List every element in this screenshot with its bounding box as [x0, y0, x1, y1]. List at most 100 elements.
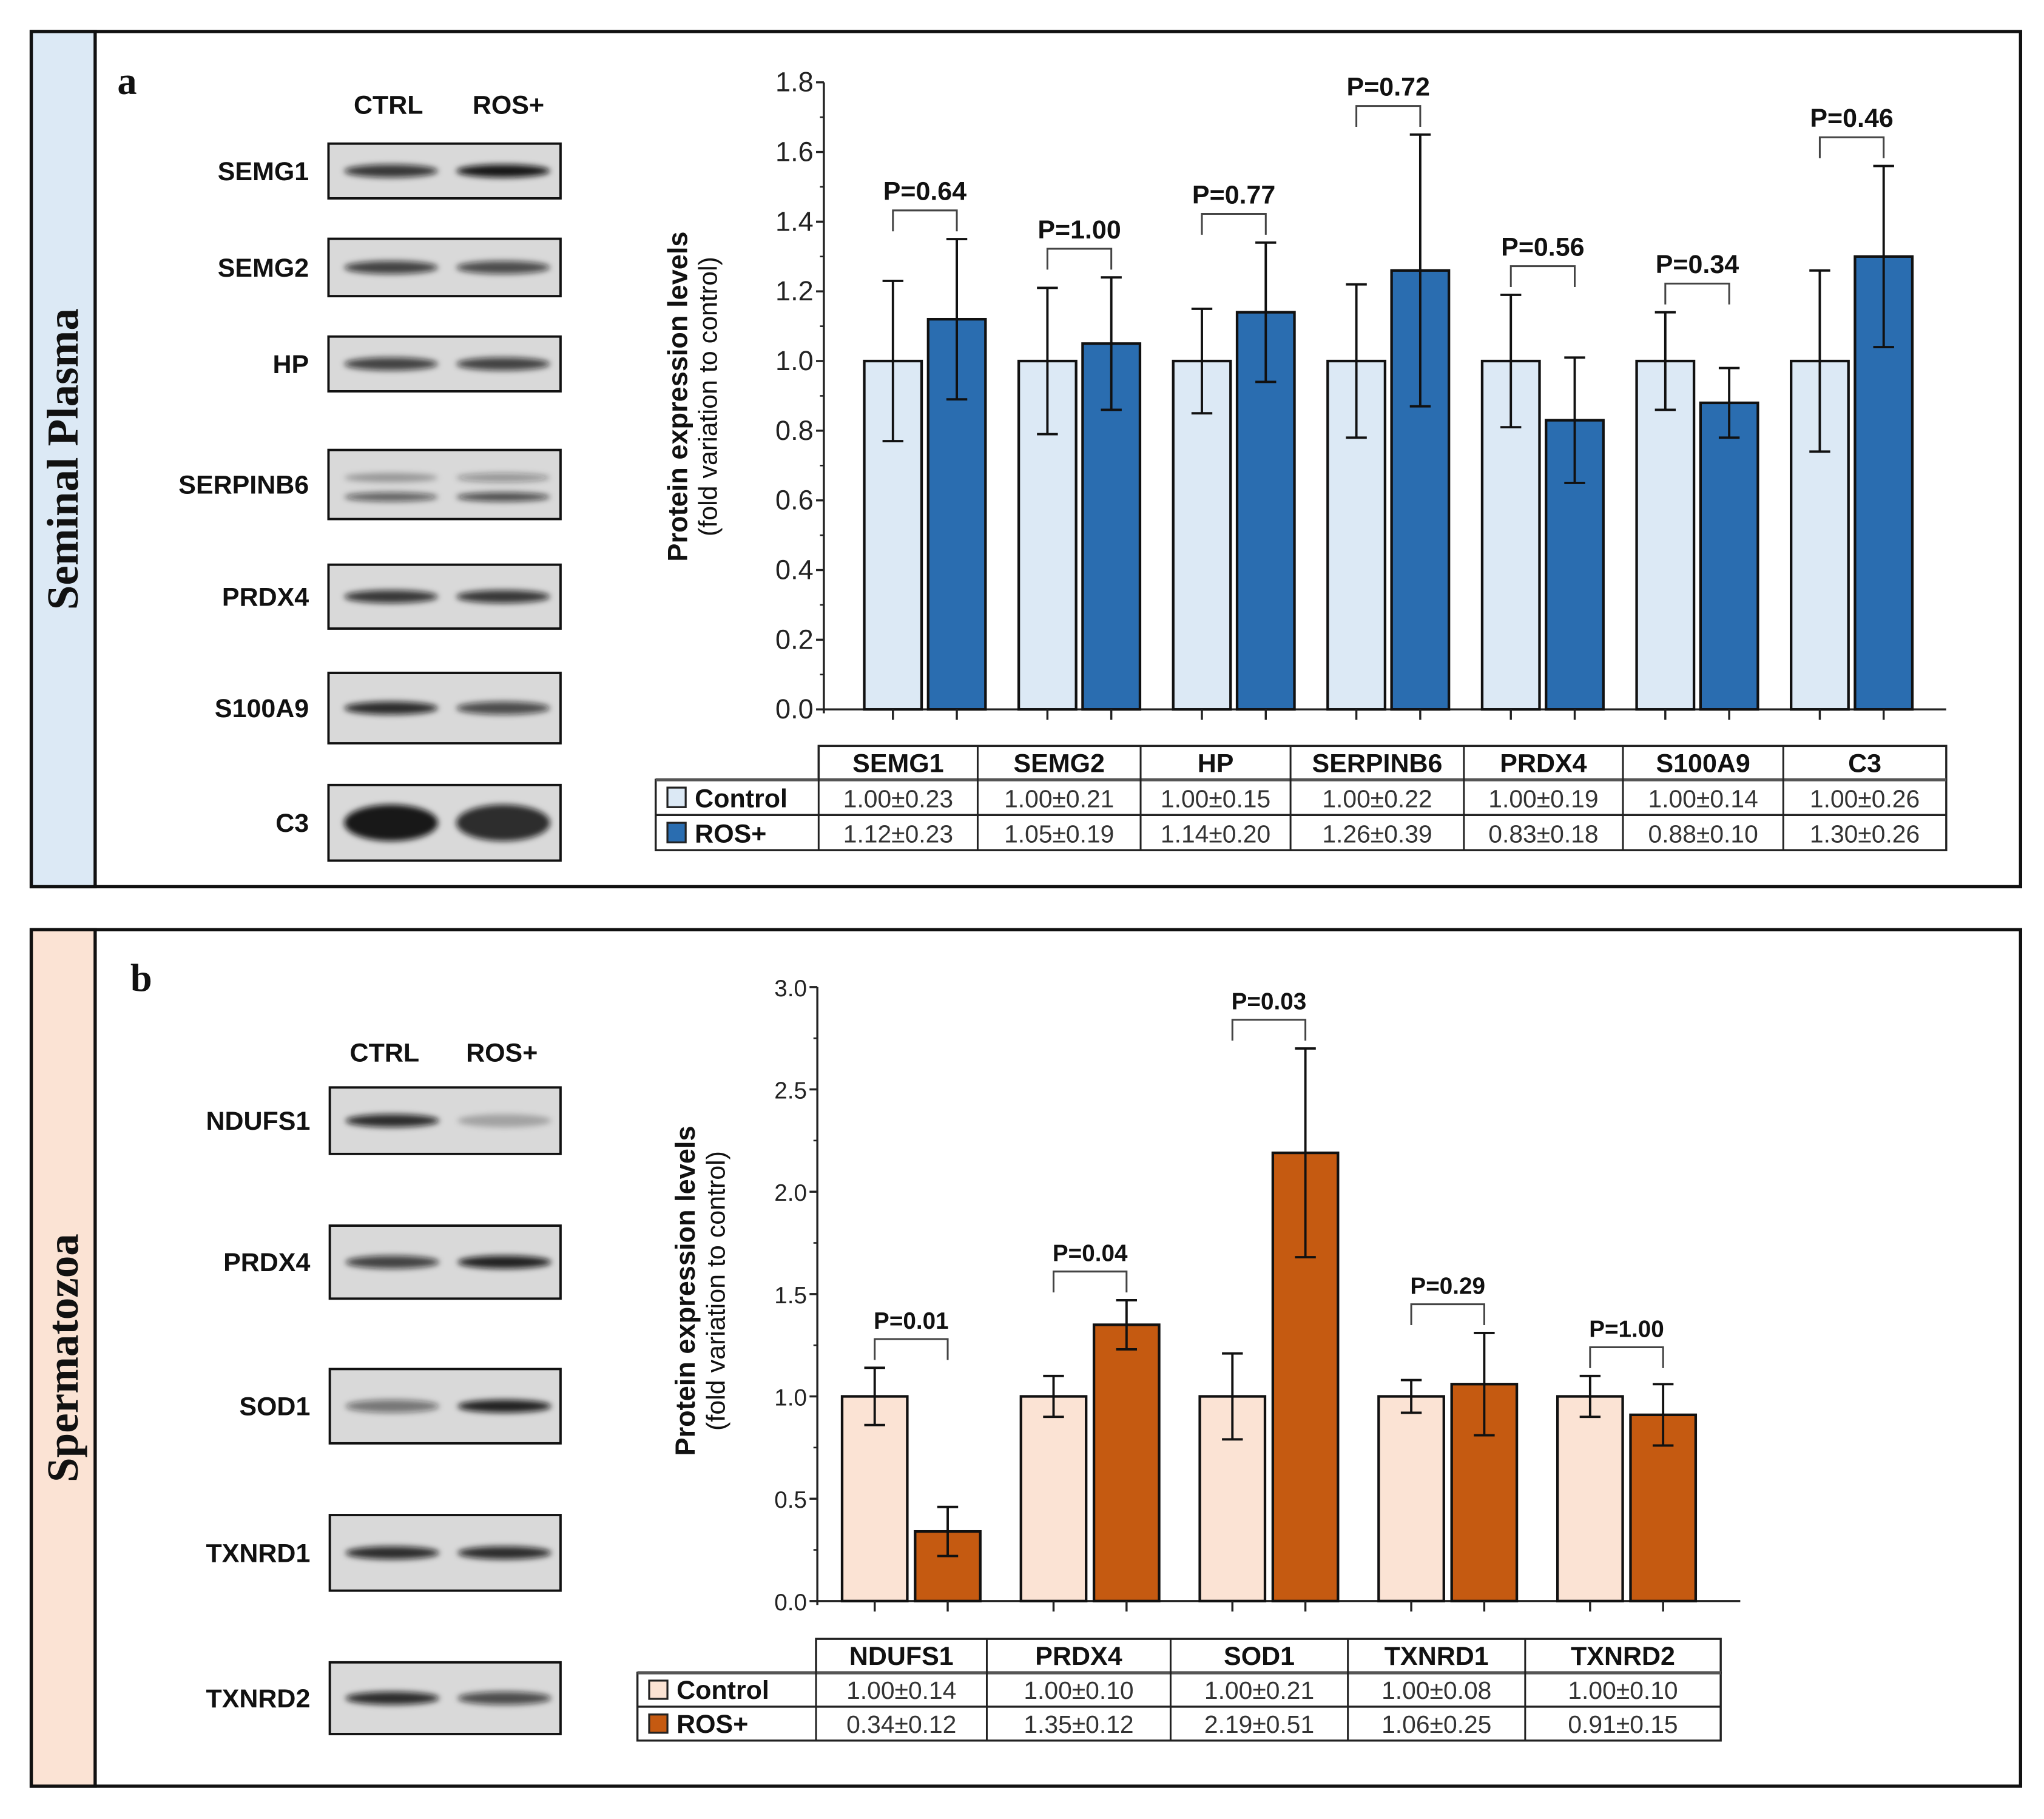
side-label: Spermatozoa	[38, 1233, 87, 1482]
legend-label: Control	[695, 784, 788, 813]
table-cell: 1.00±0.26	[1810, 785, 1920, 812]
blot-label: PRDX4	[223, 1248, 310, 1277]
protein-band	[456, 492, 550, 502]
bar-control-s100a9	[1635, 359, 1696, 711]
significance-bracket	[1231, 1019, 1307, 1041]
y-axis-sublabel: (fold variation to control)	[702, 1151, 731, 1431]
bar-control-txnrd1	[1377, 1395, 1445, 1602]
blot-label: NDUFS1	[206, 1107, 310, 1136]
y-tick-label: 0.8	[775, 415, 814, 446]
protein-band	[456, 701, 550, 715]
p-value-label: P=1.00	[1589, 1316, 1664, 1342]
protein-band	[344, 473, 438, 482]
side-strip	[29, 928, 97, 1788]
protein-band	[344, 164, 438, 178]
blot-label: TXNRD1	[206, 1539, 310, 1568]
blot-label: HP	[273, 350, 309, 379]
y-tick-label: 1.8	[775, 67, 814, 98]
legend-swatch-ros-pos	[666, 822, 687, 843]
protein-band	[344, 357, 438, 371]
legend-label: ROS+	[676, 1710, 748, 1739]
significance-bracket	[892, 209, 958, 232]
table-cell: 0.83±0.18	[1488, 820, 1598, 848]
table-cell: 1.00±0.14	[1648, 785, 1758, 812]
p-value-label: P=0.01	[874, 1308, 949, 1334]
table-cell: 1.00±0.10	[1024, 1676, 1133, 1704]
protein-band	[345, 1546, 440, 1560]
protein-band	[457, 1546, 551, 1560]
blot-label: S100A9	[215, 694, 309, 723]
side-strip	[29, 30, 97, 889]
protein-band	[344, 590, 438, 604]
table-cell: 1.00±0.08	[1381, 1676, 1491, 1704]
protein-band	[456, 473, 550, 482]
y-tick-label: 1.5	[774, 1283, 807, 1309]
y-axis-sublabel: (fold variation to control)	[694, 257, 723, 536]
protein-band	[345, 1255, 440, 1269]
table-header: TXNRD1	[1385, 1642, 1489, 1671]
table-cell: 1.12±0.23	[843, 820, 953, 848]
protein-band	[345, 1692, 440, 1705]
y-tick-label: 3.0	[774, 976, 807, 1002]
panel-letter: b	[130, 956, 152, 999]
table-cell: 1.06±0.25	[1381, 1710, 1491, 1738]
protein-band	[344, 701, 438, 715]
table-header: S100A9	[1656, 749, 1750, 778]
protein-band	[456, 357, 550, 371]
blot-label: PRDX4	[222, 582, 309, 612]
p-value-label: P=0.64	[883, 177, 966, 206]
table-header-row	[817, 744, 1948, 781]
blot-header: CTRL	[354, 90, 423, 120]
table-cell: 1.05±0.19	[1004, 820, 1114, 848]
p-value-label: P=0.77	[1192, 180, 1275, 209]
p-value-label: P=0.29	[1410, 1273, 1485, 1299]
table-header: SOD1	[1224, 1642, 1295, 1671]
protein-band	[456, 164, 550, 178]
y-tick-label: 2.5	[774, 1078, 807, 1104]
table-cell: 0.91±0.15	[1568, 1710, 1678, 1738]
y-tick-label: 0.5	[774, 1487, 807, 1513]
table-cell: 1.00±0.21	[1204, 1676, 1314, 1704]
y-tick-label: 1.0	[774, 1385, 807, 1411]
y-tick-label: 0.6	[775, 485, 814, 516]
table-cell: 1.00±0.19	[1488, 785, 1598, 812]
table-cell: 1.00±0.21	[1004, 785, 1114, 812]
table-header: PRDX4	[1500, 749, 1587, 778]
legend-swatch-control	[666, 786, 687, 808]
blot-label: C3	[275, 809, 309, 838]
table-header: C3	[1848, 749, 1881, 778]
p-value-label: P=0.04	[1053, 1240, 1128, 1266]
p-value-label: P=1.00	[1037, 215, 1121, 245]
significance-bracket	[1818, 136, 1885, 158]
table-cell: 1.00±0.22	[1322, 785, 1432, 812]
table-cell: 0.34±0.12	[846, 1710, 956, 1738]
bar-ros-pos-prdx4	[1092, 1323, 1161, 1602]
legend-swatch-ros-pos	[648, 1713, 669, 1734]
protein-band	[457, 1692, 551, 1705]
y-tick-label: 0.0	[774, 1590, 807, 1616]
table-header: HP	[1198, 749, 1234, 778]
y-tick-label: 0.2	[775, 624, 814, 655]
table-cell: 1.00±0.23	[843, 785, 953, 812]
blot-header: CTRL	[350, 1038, 420, 1067]
bar-ros-pos-ndufs1	[914, 1530, 982, 1602]
significance-bracket	[1509, 265, 1576, 288]
legend-swatch-control	[648, 1679, 669, 1700]
protein-band	[344, 805, 438, 842]
y-tick-label: 2.0	[774, 1180, 807, 1206]
panel-letter: a	[117, 59, 137, 103]
y-tick-label: 1.2	[775, 275, 814, 306]
protein-band	[456, 805, 550, 842]
legend-label: ROS+	[695, 819, 766, 848]
western-blot	[327, 448, 562, 521]
blot-label: SERPINB6	[178, 471, 309, 500]
p-value-label: P=0.34	[1656, 250, 1739, 279]
protein-band	[345, 1399, 440, 1413]
y-axis-label: Protein expression levels	[662, 231, 693, 561]
significance-bracket	[1201, 213, 1267, 235]
p-value-label: P=0.72	[1347, 72, 1430, 101]
significance-bracket	[1664, 282, 1730, 305]
bar-control-txnrd2	[1556, 1395, 1624, 1602]
blot-header: ROS+	[466, 1038, 538, 1067]
